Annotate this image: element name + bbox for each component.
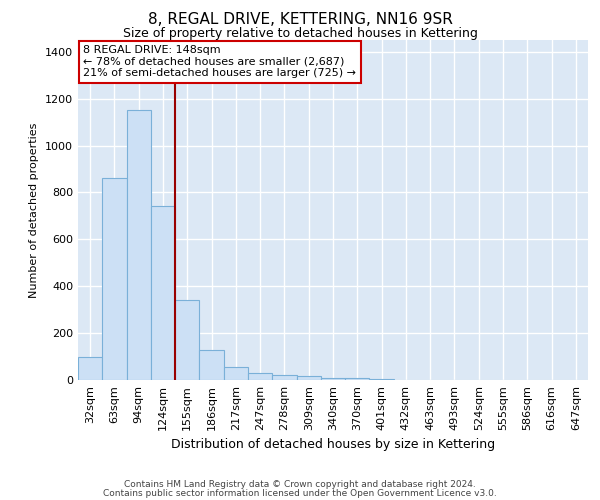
Bar: [321, 378, 345, 380]
Text: 8, REGAL DRIVE, KETTERING, NN16 9SR: 8, REGAL DRIVE, KETTERING, NN16 9SR: [148, 12, 452, 28]
Bar: [78, 356, 102, 380]
X-axis label: Distribution of detached houses by size in Kettering: Distribution of detached houses by size …: [171, 438, 495, 452]
Text: Size of property relative to detached houses in Kettering: Size of property relative to detached ho…: [122, 28, 478, 40]
Bar: [151, 206, 175, 380]
Bar: [175, 300, 199, 380]
Bar: [199, 350, 224, 380]
Bar: [272, 376, 296, 380]
Bar: [296, 376, 321, 380]
Bar: [370, 379, 394, 380]
Text: Contains public sector information licensed under the Open Government Licence v3: Contains public sector information licen…: [103, 489, 497, 498]
Bar: [127, 110, 151, 380]
Text: 8 REGAL DRIVE: 148sqm
← 78% of detached houses are smaller (2,687)
21% of semi-d: 8 REGAL DRIVE: 148sqm ← 78% of detached …: [83, 45, 356, 78]
Bar: [102, 178, 127, 380]
Bar: [248, 373, 272, 380]
Bar: [224, 367, 248, 380]
Bar: [345, 378, 370, 380]
Y-axis label: Number of detached properties: Number of detached properties: [29, 122, 40, 298]
Text: Contains HM Land Registry data © Crown copyright and database right 2024.: Contains HM Land Registry data © Crown c…: [124, 480, 476, 489]
